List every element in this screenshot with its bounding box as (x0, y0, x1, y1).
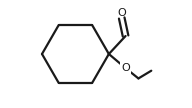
Text: O: O (121, 63, 130, 73)
Text: O: O (117, 8, 126, 18)
